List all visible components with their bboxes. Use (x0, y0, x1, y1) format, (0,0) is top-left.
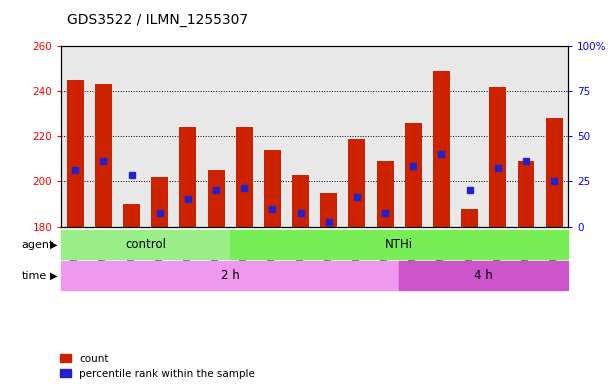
Bar (123, 204, 140, 227)
Text: ▶: ▶ (50, 240, 57, 250)
Text: agent: agent (21, 240, 54, 250)
Bar (230, 46, 258, 227)
Bar (405, 123, 422, 227)
Bar (320, 193, 337, 227)
Bar (399, 261, 568, 290)
Bar (61, 46, 89, 227)
Bar (230, 230, 568, 259)
Bar (540, 46, 568, 227)
Text: NTHi: NTHi (385, 238, 413, 251)
Bar (117, 46, 145, 227)
Bar (292, 175, 309, 227)
Bar (427, 46, 456, 227)
Bar (348, 139, 365, 227)
Bar (343, 46, 371, 227)
Bar (371, 46, 399, 227)
Bar (287, 46, 315, 227)
Bar (152, 177, 168, 227)
Bar (376, 161, 393, 227)
Bar (180, 127, 196, 227)
Bar (61, 261, 399, 290)
Bar (315, 46, 343, 227)
Bar (264, 150, 281, 227)
Bar (484, 46, 512, 227)
Text: time: time (21, 270, 46, 281)
Bar (489, 87, 507, 227)
Bar (208, 170, 224, 227)
Text: ▶: ▶ (50, 270, 57, 281)
Bar (433, 71, 450, 227)
Bar (61, 230, 230, 259)
Bar (399, 46, 427, 227)
Bar (174, 46, 202, 227)
Bar (145, 46, 174, 227)
Bar (202, 46, 230, 227)
Bar (456, 46, 484, 227)
Bar (546, 118, 563, 227)
Bar (89, 46, 117, 227)
Bar (512, 46, 540, 227)
Bar (95, 84, 112, 227)
Bar (258, 46, 287, 227)
Text: control: control (125, 238, 166, 251)
Bar (67, 80, 84, 227)
Legend: count, percentile rank within the sample: count, percentile rank within the sample (60, 354, 255, 379)
Bar (236, 127, 253, 227)
Text: 2 h: 2 h (221, 269, 240, 282)
Bar (461, 209, 478, 227)
Bar (518, 161, 535, 227)
Text: GDS3522 / ILMN_1255307: GDS3522 / ILMN_1255307 (67, 13, 248, 27)
Text: 4 h: 4 h (474, 269, 493, 282)
